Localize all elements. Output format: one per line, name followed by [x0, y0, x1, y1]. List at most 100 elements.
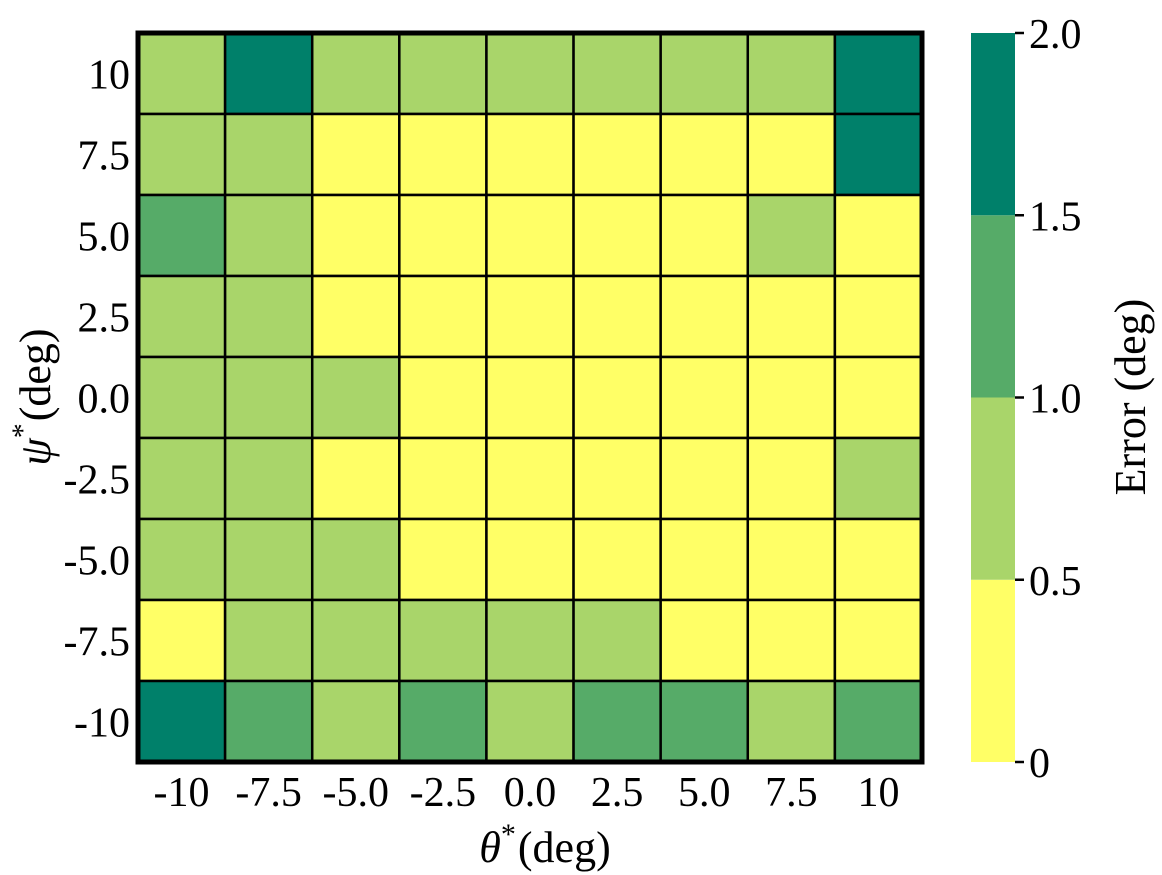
- heatmap-cell: [223, 31, 314, 116]
- heatmap-cell: [572, 274, 662, 359]
- colorbar-segment: [971, 579, 1015, 762]
- heatmap-cell: [398, 679, 488, 764]
- heatmap-cell: [833, 31, 924, 116]
- heatmap-cell: [659, 679, 750, 764]
- heatmap-cell: [398, 193, 488, 278]
- colorbar-tick-label: 2.0: [1029, 12, 1082, 58]
- y-axis-unit: (deg): [11, 328, 60, 421]
- colorbar-tick-label: 1.0: [1029, 377, 1082, 423]
- heatmap-cell: [572, 598, 662, 683]
- heatmap-cell: [485, 436, 575, 521]
- heatmap-cell: [310, 193, 401, 278]
- heatmap-cell: [223, 112, 314, 197]
- heatmap-cell: [746, 274, 837, 359]
- heatmap-cell: [310, 517, 401, 602]
- heatmap-cell: [398, 31, 488, 116]
- heatmap-cell: [485, 31, 575, 116]
- heatmap-cells: [136, 31, 924, 764]
- heatmap-cell: [136, 274, 227, 359]
- heatmap-cell: [485, 112, 575, 197]
- heatmap-cell: [746, 31, 837, 116]
- heatmap-cell: [310, 274, 401, 359]
- heatmap-cell: [659, 517, 750, 602]
- x-axis-superscript: *: [501, 818, 516, 851]
- y-tick-label: -7.5: [64, 620, 131, 666]
- y-tick-label: 2.5: [78, 296, 131, 342]
- x-axis-ticks: -10 -7.5 -5.0 -2.5 0.0 2.5 5.0 7.5 10: [154, 770, 900, 816]
- heatmap-cell: [659, 193, 750, 278]
- heatmap-cell: [223, 679, 314, 764]
- heatmap-cell: [223, 598, 314, 683]
- heatmap-cell: [572, 436, 662, 521]
- heatmap-cell: [572, 31, 662, 116]
- heatmap-cell: [223, 517, 314, 602]
- heatmap-cell: [833, 274, 924, 359]
- colorbar-tick-label: 1.5: [1029, 194, 1082, 240]
- heatmap-cell: [746, 112, 837, 197]
- y-tick-label: -2.5: [64, 458, 131, 504]
- x-tick-label: 7.5: [765, 770, 818, 816]
- heatmap-cell: [310, 598, 401, 683]
- heatmap-cell: [310, 112, 401, 197]
- x-tick-label: -2.5: [410, 770, 477, 816]
- x-axis-symbol: θ: [479, 823, 501, 872]
- colorbar-segment: [971, 397, 1015, 580]
- heatmap-cell: [310, 355, 401, 440]
- heatmap-cell: [485, 193, 575, 278]
- heatmap-cell: [485, 274, 575, 359]
- heatmap-cell: [659, 355, 750, 440]
- heatmap-cell: [485, 355, 575, 440]
- y-tick-label: -5.0: [64, 539, 131, 585]
- heatmap-cell: [398, 517, 488, 602]
- heatmap-cell: [398, 598, 488, 683]
- heatmap-cell: [398, 436, 488, 521]
- y-tick-label: 0.0: [78, 377, 131, 423]
- heatmap-cell: [746, 598, 837, 683]
- y-axis-symbol: ψ: [11, 438, 60, 466]
- heatmap-cell: [136, 355, 227, 440]
- heatmap-cell: [485, 517, 575, 602]
- heatmap-cell: [572, 517, 662, 602]
- x-tick-label: 5.0: [678, 770, 731, 816]
- heatmap-cell: [223, 274, 314, 359]
- x-tick-label: 10: [857, 770, 899, 816]
- y-tick-label: 7.5: [78, 134, 131, 180]
- heatmap-cell: [572, 679, 662, 764]
- heatmap-cell: [310, 436, 401, 521]
- colorbar-tick-label: 0: [1029, 741, 1050, 787]
- heatmap-cell: [398, 274, 488, 359]
- y-axis-label: ψ* (deg): [6, 328, 60, 465]
- x-tick-label: -7.5: [235, 770, 302, 816]
- heatmap-cell: [136, 31, 227, 116]
- x-tick-label: -10: [154, 770, 210, 816]
- heatmap-cell: [398, 355, 488, 440]
- heatmap-cell: [659, 598, 750, 683]
- heatmap-cell: [659, 31, 750, 116]
- colorbar-segment: [971, 215, 1015, 398]
- heatmap-cell: [398, 112, 488, 197]
- heatmap-cell: [310, 31, 401, 116]
- plot-frame: [135, 30, 925, 765]
- heatmap-cell: [223, 436, 314, 521]
- colorbar-tick-label: 0.5: [1029, 559, 1082, 605]
- y-tick-label: -10: [74, 701, 130, 747]
- x-tick-label: 0.0: [504, 770, 557, 816]
- heatmap-cell: [746, 436, 837, 521]
- heatmap-cell: [833, 355, 924, 440]
- heatmap-cell: [659, 112, 750, 197]
- colorbar-label: Error (deg): [1106, 299, 1155, 496]
- heatmap-cell: [746, 355, 837, 440]
- heatmap-cell: [833, 193, 924, 278]
- x-tick-label: 2.5: [591, 770, 644, 816]
- heatmap-cell: [659, 436, 750, 521]
- heatmap-cell: [136, 112, 227, 197]
- heatmap-cell: [136, 598, 227, 683]
- x-axis-unit: (deg): [518, 823, 611, 872]
- heatmap-cell: [572, 193, 662, 278]
- heatmap-cell: [485, 679, 575, 764]
- heatmap-cell: [485, 598, 575, 683]
- heatmap-cell: [746, 193, 837, 278]
- y-tick-label: 10: [88, 53, 130, 99]
- heatmap-cell: [833, 112, 924, 197]
- heatmap-cell: [833, 679, 924, 764]
